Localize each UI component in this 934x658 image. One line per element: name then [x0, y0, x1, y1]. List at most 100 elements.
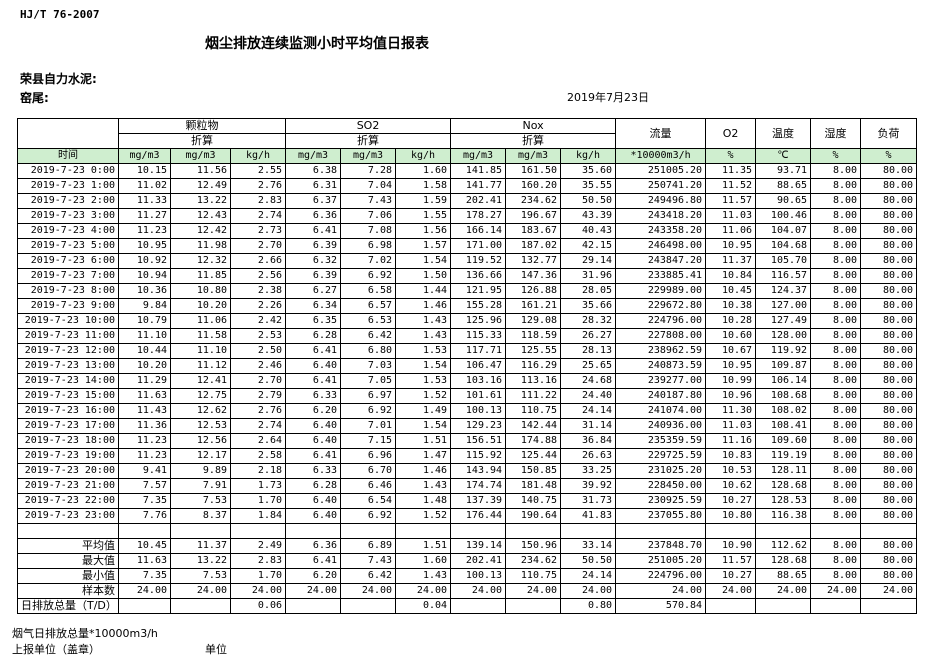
column-header: 流量 [615, 118, 707, 149]
cell: 6.42 [340, 328, 397, 344]
cell: 2019-7-23 3:00 [17, 208, 119, 224]
cell: 147.36 [505, 268, 562, 284]
cell: 10.83 [705, 448, 757, 464]
cell: 80.00 [860, 343, 918, 359]
cell: 140.75 [505, 493, 562, 509]
column-header: O2 [705, 118, 757, 149]
row-label: 最大值 [17, 553, 119, 569]
group-header: SO2 [285, 118, 452, 134]
cell: 113.16 [505, 373, 562, 389]
cell: 121.95 [450, 283, 507, 299]
cell: 80.00 [860, 553, 918, 569]
cell: 1.57 [395, 238, 452, 254]
cell: 11.37 [170, 538, 231, 554]
cell: 246498.00 [615, 238, 707, 254]
cell: 8.00 [810, 493, 862, 509]
cell: 50.50 [560, 193, 617, 209]
cell: 11.98 [170, 238, 231, 254]
cell: 6.98 [340, 238, 397, 254]
cell [705, 523, 757, 539]
unit-header: % [810, 148, 862, 164]
cell: 13.22 [170, 553, 231, 569]
cell: 1.60 [395, 553, 452, 569]
cell: 11.35 [705, 163, 757, 179]
cell: 36.84 [560, 433, 617, 449]
cell: 231025.20 [615, 463, 707, 479]
cell: 229672.80 [615, 298, 707, 314]
row-label: 平均值 [17, 538, 119, 554]
row-label: 最小值 [17, 568, 119, 584]
cell: 24.00 [560, 583, 617, 599]
cell: 237848.70 [615, 538, 707, 554]
cell: 12.56 [170, 433, 231, 449]
cell: 129.08 [505, 313, 562, 329]
cell: 2.70 [229, 373, 287, 389]
cell: 2.83 [229, 553, 287, 569]
cell: 156.51 [450, 433, 507, 449]
cell: 6.41 [285, 448, 342, 464]
cell: 240936.00 [615, 418, 707, 434]
cell: 125.55 [505, 343, 562, 359]
cell: 80.00 [860, 373, 918, 389]
cell: 24.00 [285, 583, 342, 599]
cell: 8.00 [810, 223, 862, 239]
cell: 24.00 [340, 583, 397, 599]
cell: 6.42 [340, 568, 397, 584]
cell: 13.22 [170, 193, 231, 209]
cell: 7.53 [170, 568, 231, 584]
cell: 8.00 [810, 343, 862, 359]
table-row: 2019-7-23 23:00 7.76 8.37 1.84 6.40 6.92 1.52 1… [17, 508, 918, 524]
cell: 1.56 [395, 223, 452, 239]
cell: 80.00 [860, 328, 918, 344]
cell [755, 598, 812, 614]
cell: 8.00 [810, 418, 862, 434]
table-row [17, 523, 918, 539]
cell: 7.03 [340, 358, 397, 374]
cell: 166.14 [450, 223, 507, 239]
cell: 11.23 [118, 448, 171, 464]
cell: 2019-7-23 7:00 [17, 268, 119, 284]
row-label: 日排放总量（T/D） [17, 598, 119, 614]
cell: 229725.59 [615, 448, 707, 464]
cell: 10.45 [118, 538, 171, 554]
table-row: 2019-7-23 2:00 11.33 13.22 2.83 6.37 7.43 1.59… [17, 193, 918, 209]
sub-header: 折算 [117, 133, 287, 149]
table-row: 2019-7-23 14:00 11.29 12.41 2.70 6.41 7.05 1.5… [17, 373, 918, 389]
cell: 8.00 [810, 553, 862, 569]
cell: 243847.20 [615, 253, 707, 269]
table-row: 日排放总量（T/D） 0.06 0.04 0.80 570.84 [17, 598, 918, 614]
cell [395, 523, 452, 539]
cell: 8.00 [810, 403, 862, 419]
cell: 111.22 [505, 388, 562, 404]
cell: 1.53 [395, 343, 452, 359]
group-header: 颗粒物 [117, 118, 287, 134]
cell: 7.35 [118, 568, 171, 584]
cell: 12.17 [170, 448, 231, 464]
cell: 227808.00 [615, 328, 707, 344]
cell [505, 598, 562, 614]
table-row: 2019-7-23 17:00 11.36 12.53 2.74 6.40 7.01 1.5… [17, 418, 918, 434]
cell: 161.50 [505, 163, 562, 179]
cell [450, 598, 507, 614]
cell: 80.00 [860, 313, 918, 329]
cell: 39.92 [560, 478, 617, 494]
cell: 106.14 [755, 373, 812, 389]
cell: 10.20 [170, 298, 231, 314]
cell: 6.28 [285, 478, 342, 494]
cell: 24.14 [560, 568, 617, 584]
cell: 6.40 [285, 493, 342, 509]
cell: 1.50 [395, 268, 452, 284]
table-row: 平均值 10.45 11.37 2.49 6.36 6.89 1.51 139.14 150.9… [17, 538, 918, 554]
cell: 12.41 [170, 373, 231, 389]
footer-reporter: 上报单位（盖章） [12, 643, 100, 656]
cell: 2.74 [229, 418, 287, 434]
cell: 11.57 [705, 553, 757, 569]
cell: 80.00 [860, 193, 918, 209]
cell: 11.12 [170, 358, 231, 374]
cell [340, 598, 397, 614]
cell: 80.00 [860, 433, 918, 449]
cell: 2019-7-23 20:00 [17, 463, 119, 479]
cell: 8.00 [810, 568, 862, 584]
cell: 80.00 [860, 478, 918, 494]
cell: 2019-7-23 21:00 [17, 478, 119, 494]
